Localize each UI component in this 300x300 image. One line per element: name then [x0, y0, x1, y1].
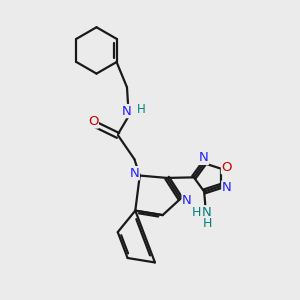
- Text: H: H: [136, 103, 145, 116]
- Text: N: N: [122, 105, 132, 118]
- Text: H: H: [192, 206, 201, 219]
- Text: O: O: [221, 160, 232, 174]
- Text: H: H: [202, 217, 212, 230]
- Text: N: N: [182, 194, 192, 207]
- Text: N: N: [202, 206, 212, 219]
- Text: N: N: [199, 152, 208, 164]
- Text: O: O: [88, 115, 98, 128]
- Text: N: N: [222, 181, 232, 194]
- Text: N: N: [130, 167, 139, 180]
